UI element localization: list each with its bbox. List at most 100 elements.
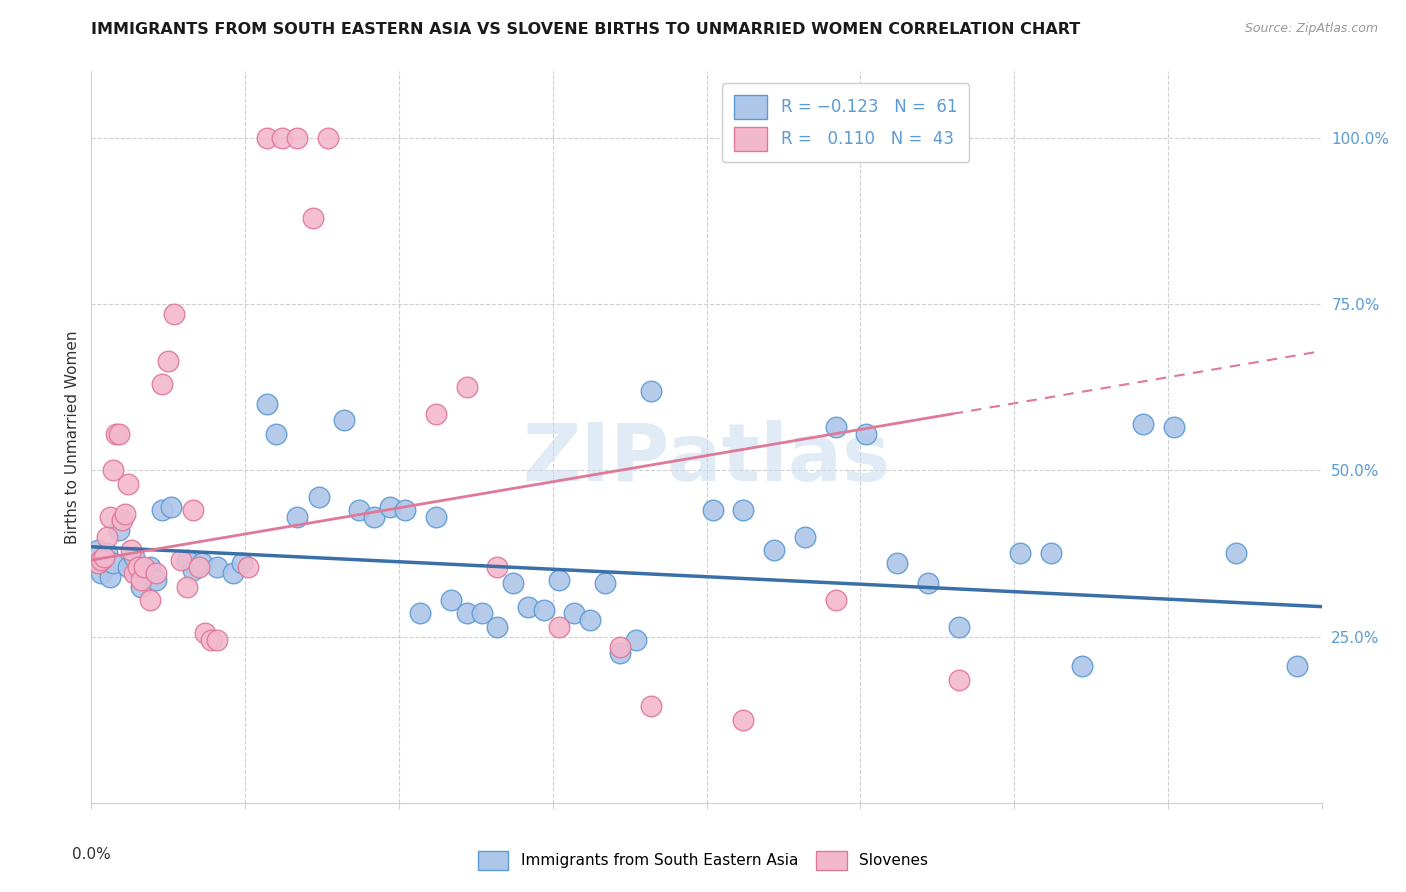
Point <box>1010 546 1032 560</box>
Point <box>547 619 569 633</box>
Point <box>90 566 112 581</box>
Point <box>1070 659 1092 673</box>
Point <box>1039 546 1063 560</box>
Point <box>425 407 447 421</box>
Point <box>378 500 401 514</box>
Point <box>256 131 278 145</box>
Point <box>1225 546 1247 560</box>
Point <box>132 559 155 574</box>
Point <box>93 557 115 571</box>
Point <box>129 573 152 587</box>
Point <box>150 376 173 391</box>
Point <box>793 530 815 544</box>
Point <box>176 553 198 567</box>
Text: 0.0%: 0.0% <box>72 847 111 862</box>
Point <box>231 557 253 571</box>
Point <box>160 500 183 514</box>
Point <box>181 503 204 517</box>
Point <box>1163 420 1185 434</box>
Point <box>316 131 339 145</box>
Point <box>824 593 846 607</box>
Point <box>129 580 152 594</box>
Point <box>98 509 121 524</box>
Point <box>124 549 146 564</box>
Point <box>157 353 180 368</box>
Point <box>287 509 309 524</box>
Point <box>271 131 294 145</box>
Point <box>533 603 555 617</box>
Point <box>394 503 416 517</box>
Point <box>145 573 167 587</box>
Point <box>86 543 108 558</box>
Point <box>108 523 131 537</box>
Point <box>640 384 662 398</box>
Point <box>578 613 600 627</box>
Text: IMMIGRANTS FROM SOUTH EASTERN ASIA VS SLOVENE BIRTHS TO UNMARRIED WOMEN CORRELAT: IMMIGRANTS FROM SOUTH EASTERN ASIA VS SL… <box>91 22 1081 37</box>
Point <box>108 426 131 441</box>
Point <box>917 576 939 591</box>
Point <box>763 543 786 558</box>
Point <box>517 599 540 614</box>
Point <box>86 557 108 571</box>
Point <box>471 607 494 621</box>
Point <box>139 559 162 574</box>
Point <box>194 626 217 640</box>
Point <box>105 426 127 441</box>
Point <box>301 211 323 225</box>
Text: ZIPatlas: ZIPatlas <box>523 420 890 498</box>
Point <box>1286 659 1309 673</box>
Point <box>308 490 330 504</box>
Point <box>114 507 136 521</box>
Point <box>96 530 118 544</box>
Point <box>207 632 229 647</box>
Point <box>593 576 616 591</box>
Point <box>150 503 173 517</box>
Legend: R = −0.123   N =  61, R =   0.110   N =  43: R = −0.123 N = 61, R = 0.110 N = 43 <box>723 83 969 162</box>
Point <box>855 426 877 441</box>
Point <box>90 553 112 567</box>
Point <box>824 420 846 434</box>
Point <box>948 619 970 633</box>
Point <box>117 559 139 574</box>
Point <box>456 607 478 621</box>
Point <box>169 553 191 567</box>
Point <box>98 570 121 584</box>
Point <box>120 543 142 558</box>
Point <box>1132 417 1154 431</box>
Point <box>200 632 222 647</box>
Point <box>163 307 186 321</box>
Point <box>547 573 569 587</box>
Point <box>486 619 509 633</box>
Point <box>886 557 908 571</box>
Point <box>117 476 139 491</box>
Point <box>702 503 724 517</box>
Point <box>124 566 146 581</box>
Point <box>332 413 354 427</box>
Point <box>502 576 524 591</box>
Point <box>101 463 124 477</box>
Y-axis label: Births to Unmarried Women: Births to Unmarried Women <box>65 330 80 544</box>
Point <box>101 557 124 571</box>
Point <box>609 646 631 660</box>
Point <box>486 559 509 574</box>
Point <box>733 713 755 727</box>
Point <box>363 509 385 524</box>
Point <box>222 566 245 581</box>
Point <box>264 426 287 441</box>
Point <box>425 509 447 524</box>
Point <box>409 607 432 621</box>
Point <box>181 563 204 577</box>
Point <box>733 503 755 517</box>
Point <box>347 503 370 517</box>
Text: Source: ZipAtlas.com: Source: ZipAtlas.com <box>1244 22 1378 36</box>
Point <box>96 546 118 560</box>
Point <box>207 559 229 574</box>
Point <box>440 593 463 607</box>
Point <box>456 380 478 394</box>
Point <box>238 559 260 574</box>
Point <box>624 632 647 647</box>
Point <box>188 559 211 574</box>
Legend: Immigrants from South Eastern Asia, Slovenes: Immigrants from South Eastern Asia, Slov… <box>470 843 936 877</box>
Point <box>145 566 167 581</box>
Point <box>127 559 149 574</box>
